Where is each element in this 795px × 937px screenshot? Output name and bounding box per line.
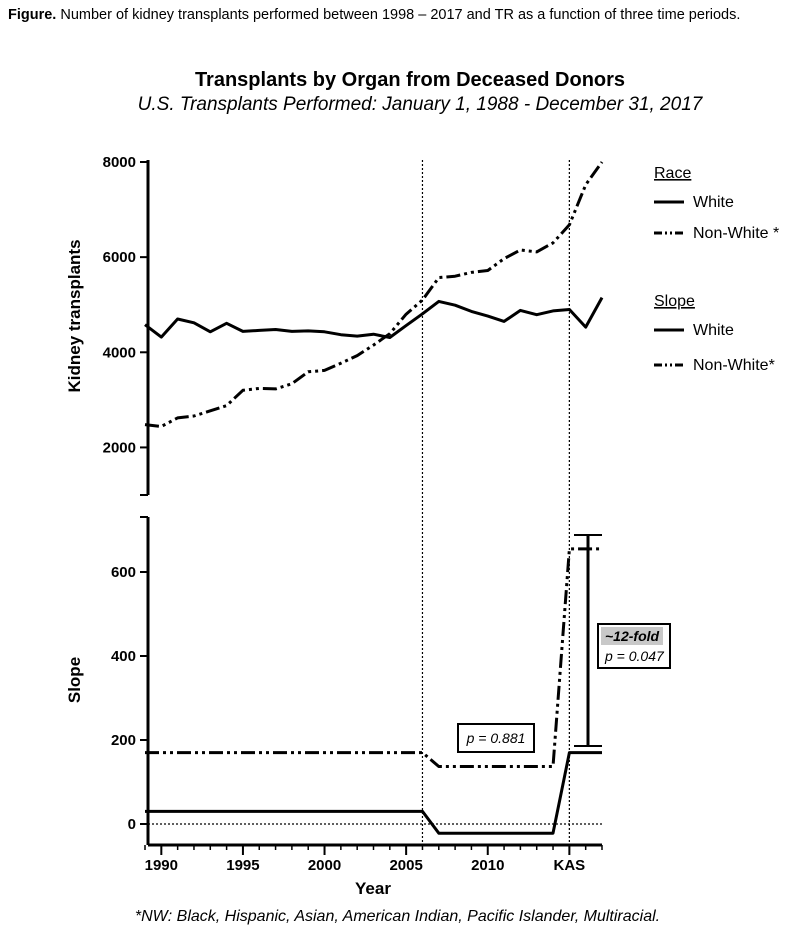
top-series-white-line (144, 296, 604, 339)
bottom-y-tick-label: 600 (111, 564, 136, 581)
chart-subtitle: U.S. Transplants Performed: January 1, 1… (138, 94, 704, 115)
annotation-p-0881-text: p = 0.881 (466, 730, 526, 746)
bottom-series-nonwhite-line (145, 547, 602, 768)
fold-p-value: p = 0.047 (604, 648, 665, 664)
chart-title: Transplants by Organ from Deceased Donor… (195, 69, 625, 91)
x-tick-label: KAS (554, 857, 586, 874)
legend-race-title: Race (654, 165, 691, 182)
fold-highlight (601, 627, 663, 645)
x-tick-label: 2005 (389, 857, 422, 874)
bottom-y-tick-label: 0 (128, 816, 136, 833)
axes: 2000 4000 6000 8000 0 200 400 600 1990 1995 2000 20… (103, 154, 603, 874)
legend-race-nonwhite-label: Non-White * (693, 225, 779, 242)
x-tick-label: 1995 (226, 857, 259, 874)
legend-slope-white-label: White (693, 322, 734, 339)
legend-slope: Slope White Non-White* (654, 293, 775, 374)
legend-slope-title: Slope (654, 293, 695, 310)
fold-change-bracket: ~12-fold p = 0.047 (574, 534, 671, 747)
caption-label: Figure. (8, 7, 57, 23)
top-y-tick-label: 2000 (103, 439, 136, 456)
x-axis-label: Year (355, 879, 391, 898)
fold-label: ~12-fold (605, 628, 660, 644)
figure-caption: Figure. Number of kidney transplants per… (8, 6, 768, 24)
top-y-tick-label: 8000 (103, 154, 136, 171)
x-tick-label: 2010 (471, 857, 504, 874)
legend-slope-nonwhite-label: Non-White* (693, 357, 775, 374)
caption-text: Number of kidney transplants performed b… (60, 7, 741, 23)
top-y-tick-label: 6000 (103, 249, 136, 266)
x-tick-label: 2000 (308, 857, 341, 874)
x-tick-label: 1990 (145, 857, 178, 874)
series-layer (144, 161, 604, 835)
footnote: *NW: Black, Hispanic, Asian, American In… (134, 908, 661, 925)
annotation-p-0881: p = 0.881 (457, 723, 535, 753)
legend-race-white-label: White (693, 194, 734, 211)
legend-race: Race White Non-White * (654, 165, 779, 242)
top-y-axis-label: Kidney transplants (65, 239, 84, 392)
bottom-y-tick-label: 200 (111, 732, 136, 749)
bottom-series-white-line (145, 751, 602, 835)
top-y-tick-label: 4000 (103, 344, 136, 361)
bottom-y-axis-label: Slope (65, 657, 84, 703)
top-series-nonwhite-line (144, 161, 604, 428)
annotation-p-0881-box (457, 723, 535, 753)
bottom-y-tick-label: 400 (111, 648, 136, 665)
